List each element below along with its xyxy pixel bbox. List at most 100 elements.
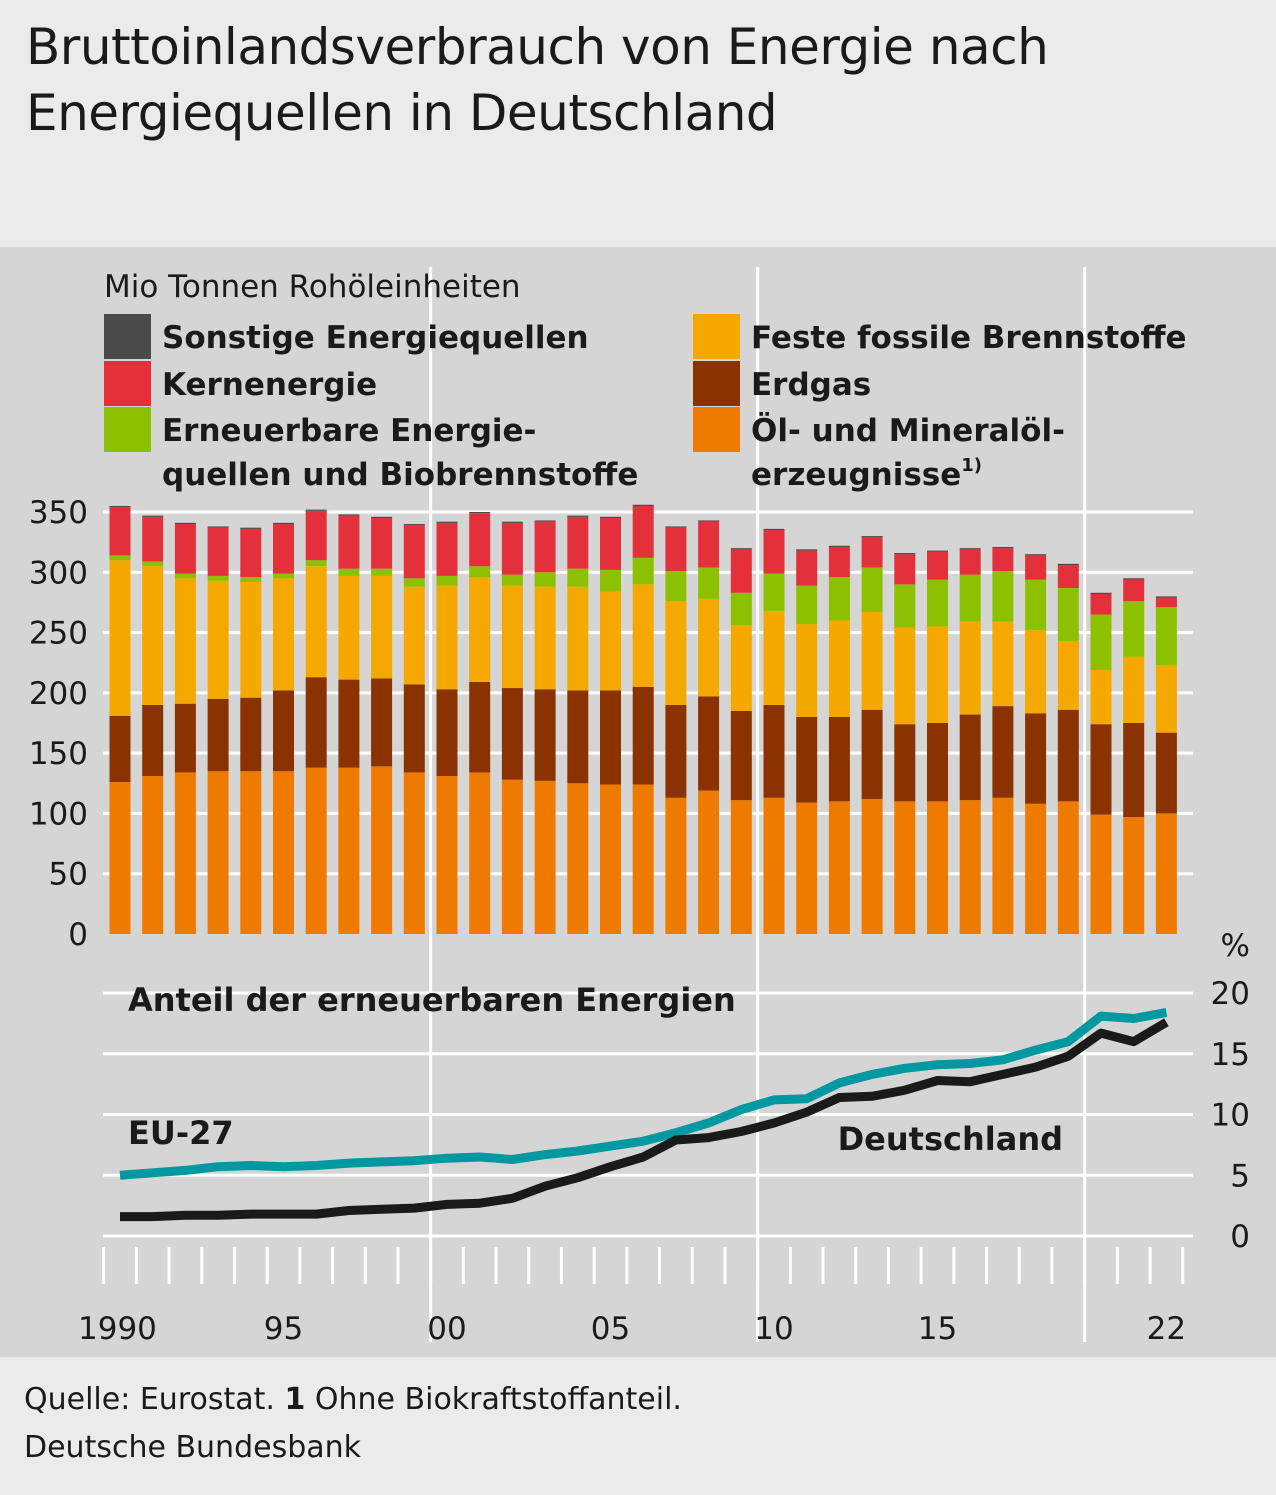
bar-oel-2021 (1123, 817, 1145, 934)
bar-erneuerbar-1990 (109, 555, 131, 561)
chart-panel: 0 50 100 150 200 250 300 350 0 5 10 15 20% 1990 95 00 05… (0, 247, 1276, 1357)
bar-sonstige-1993 (207, 526, 229, 528)
bar-erneuerbar-2007 (665, 571, 687, 602)
bar-erdgas-2006 (632, 686, 654, 785)
bar-erdgas-2004 (567, 690, 589, 784)
bar-sonstige-1998 (371, 516, 393, 519)
bar-erdgas-2000 (436, 689, 458, 777)
bar-erdgas-2019 (1057, 709, 1079, 802)
bar-erneuerbar-1992 (174, 573, 196, 579)
x-tick-label: 10 (754, 1311, 793, 1347)
bar-erneuerbar-2015 (927, 579, 948, 627)
bar-fest-1992 (174, 578, 196, 704)
legend-item-kern: Kernenergie (104, 361, 377, 406)
bar-kern-1993 (207, 527, 229, 576)
bar-kern-2001 (469, 513, 491, 567)
bar-kern-1990 (109, 507, 131, 556)
bar-sonstige-1999 (403, 524, 425, 526)
bar-erdgas-2018 (1025, 713, 1047, 804)
bar-fest-2017 (992, 621, 1014, 707)
bar-fest-2000 (436, 585, 458, 690)
legend-label-oel: Öl- und Mineralöl- (751, 412, 1065, 449)
bar-oel-1998 (371, 766, 393, 934)
bar-fest-1997 (338, 575, 360, 680)
bar-oel-1992 (174, 772, 196, 934)
bar-erneuerbar-1994 (240, 577, 262, 582)
bar-oel-2009 (730, 800, 752, 934)
footer: Quelle: Eurostat. 1 Ohne Biokraftstoffan… (24, 1376, 682, 1472)
bar-fest-2014 (894, 627, 916, 725)
legend-item-oel: Öl- und Mineralöl-erzeugnisse1) (693, 407, 1065, 493)
bar-kern-2020 (1090, 593, 1112, 615)
bar-sonstige-2022 (1155, 596, 1177, 598)
bar-oel-2008 (698, 790, 720, 934)
bar-erneuerbar-2009 (730, 592, 752, 626)
bar-oel-2001 (469, 772, 491, 934)
legend-label-erdgas: Erdgas (751, 367, 871, 403)
bar-kern-2011 (796, 550, 818, 586)
line-ytick-label: 5 (1230, 1158, 1250, 1194)
bar-sonstige-2016 (959, 548, 981, 550)
bar-fest-1995 (273, 578, 294, 691)
bar-erneuerbar-2001 (469, 566, 491, 578)
footnote-text: Ohne Biokraftstoffanteil. (314, 1382, 682, 1417)
bar-oel-1999 (403, 772, 425, 934)
bar-erneuerbar-1999 (403, 578, 425, 587)
bar-oel-1990 (109, 782, 131, 934)
bar-sonstige-1997 (338, 514, 360, 516)
bar-erneuerbar-2008 (698, 567, 720, 599)
bar-kern-2012 (828, 546, 850, 578)
bar-fest-2015 (927, 626, 948, 723)
line-ytick-label: 20 (1211, 976, 1250, 1012)
legend-swatch-sonstige (104, 314, 151, 359)
bar-erdgas-2021 (1123, 723, 1145, 818)
bar-erdgas-1997 (338, 679, 360, 768)
footnote-number: 1 (284, 1382, 306, 1417)
bar-kern-1999 (403, 525, 425, 579)
line-eu (119, 1007, 1168, 1180)
bar-sonstige-2006 (632, 504, 654, 506)
bar-sonstige-2011 (796, 549, 818, 551)
legend-layer: Sonstige Energiequellen Kernenergie Erneue… (104, 314, 1187, 493)
bar-fest-1998 (371, 575, 393, 679)
legend-label-erneuerbar: Erneuerbare Energie- (162, 413, 536, 449)
bar-sonstige-2013 (861, 536, 883, 538)
bar-kern-2000 (436, 522, 458, 576)
bar-ytick-label: 300 (29, 555, 88, 591)
bar-ytick-label: 50 (49, 857, 88, 893)
bar-kern-2014 (894, 554, 916, 585)
bar-erneuerbar-2004 (567, 568, 589, 587)
x-tick-label: 05 (591, 1311, 630, 1347)
bar-erneuerbar-1995 (273, 573, 294, 579)
bar-fest-2010 (763, 610, 785, 705)
bar-erdgas-1990 (109, 715, 131, 783)
bar-fest-2007 (665, 601, 687, 705)
legend-item-erneuerbar: Erneuerbare Energie-quellen und Biobrenn… (104, 407, 638, 493)
bar-ytick-label: 200 (29, 676, 88, 712)
bar-oel-2012 (828, 801, 850, 934)
bar-erdgas-1994 (240, 697, 262, 772)
bar-erdgas-2008 (698, 696, 720, 791)
bar-kern-2019 (1057, 565, 1079, 588)
bar-kern-1994 (240, 528, 262, 578)
legend-item-sonstige: Sonstige Energiequellen (104, 314, 589, 359)
legend-label-oel: erzeugnisse1) (751, 455, 982, 493)
bar-oel-2015 (927, 801, 948, 934)
legend-label-fest: Feste fossile Brennstoffe (751, 320, 1187, 356)
bar-sonstige-2002 (501, 521, 523, 523)
bar-erdgas-2005 (600, 690, 621, 785)
bar-ytick-label: 0 (68, 917, 88, 953)
bar-erdgas-1993 (207, 698, 229, 772)
bar-sonstige-2001 (469, 512, 491, 514)
bar-ytick-label: 350 (29, 495, 88, 531)
bar-oel-2004 (567, 783, 589, 934)
bar-erneuerbar-1998 (371, 568, 393, 576)
legend-footnote-mark: 1) (961, 455, 982, 476)
bar-kern-2004 (567, 516, 589, 569)
chart-title: Bruttoinlandsverbrauch von Energie nach … (26, 18, 1049, 142)
bar-oel-2005 (600, 784, 621, 934)
legend-swatch-erdgas (693, 361, 740, 406)
bar-oel-2016 (959, 800, 981, 934)
bar-oel-2017 (992, 797, 1014, 934)
bar-oel-2003 (534, 780, 556, 934)
